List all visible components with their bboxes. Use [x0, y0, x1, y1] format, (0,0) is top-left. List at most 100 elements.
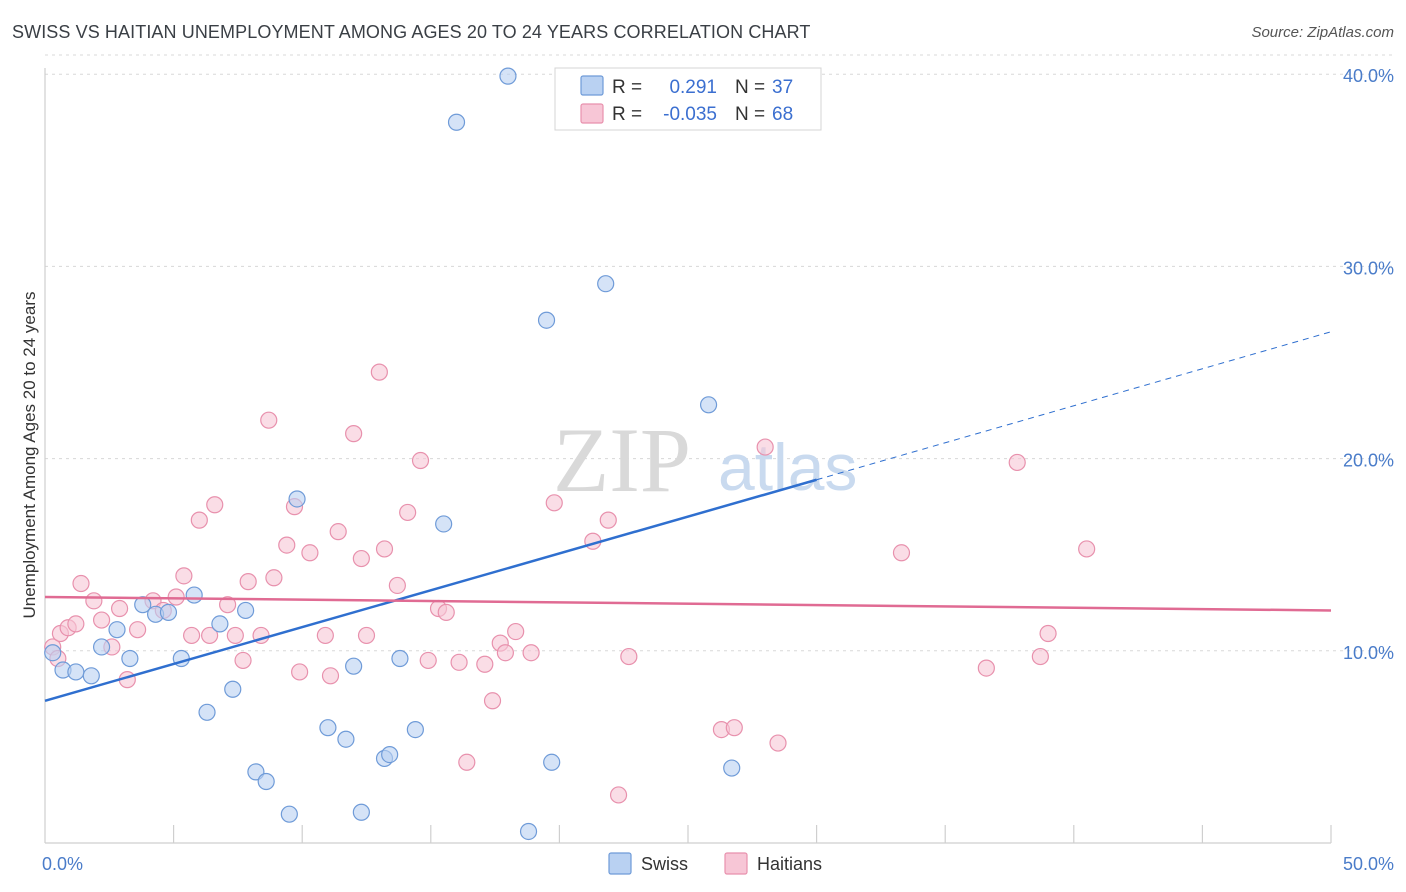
haitians-point: [357, 626, 376, 645]
haitians-point: [375, 540, 394, 558]
haitians-point: [190, 511, 208, 529]
haitians-trendline: [44, 595, 1332, 612]
legend-swiss-n-label: N =: [735, 77, 765, 98]
haitians-point: [388, 576, 406, 595]
haitians-point: [239, 573, 257, 591]
swiss-point: [352, 803, 370, 821]
haitians-point: [301, 544, 319, 562]
legend-swiss-r-label: R =: [612, 77, 642, 98]
haitians-point: [599, 511, 617, 529]
haitians-point: [260, 411, 278, 429]
bottom-legend: Swiss Haitians: [608, 852, 822, 875]
swiss-point: [391, 649, 409, 668]
haitians-point: [756, 438, 774, 456]
swiss-point: [543, 753, 561, 771]
haitians-point: [545, 494, 563, 512]
swiss-point: [159, 603, 178, 621]
swiss-point: [435, 515, 453, 533]
haitians-point: [278, 536, 296, 554]
swiss-trendline-extension: [816, 331, 1332, 481]
haitians-point: [496, 644, 514, 662]
haitians-point: [234, 651, 252, 670]
haitians-point: [1031, 647, 1049, 666]
haitians-point: [370, 363, 388, 381]
legend-swiss-r-value: 0.291: [669, 77, 717, 98]
swiss-point: [237, 601, 255, 620]
x-ticks: [173, 825, 1332, 843]
y-tick-label: 20.0%: [1343, 451, 1394, 471]
haitians-point: [329, 523, 347, 541]
y-tick-label: 10.0%: [1343, 643, 1394, 663]
watermark: ZIP atlas: [553, 409, 857, 511]
legend-haitians-r-label: R =: [612, 104, 642, 125]
watermark-atlas: atlas: [718, 430, 857, 504]
source-label: Source: ZipAtlas.com: [1251, 24, 1394, 41]
swiss-point: [134, 596, 152, 614]
gridlines: [45, 54, 1395, 652]
haitians-point: [67, 615, 85, 633]
haitians-point: [316, 626, 334, 645]
legend-haitians-swatch: [580, 103, 604, 124]
swiss-trendline: [44, 478, 817, 702]
haitians-point: [1078, 540, 1096, 558]
legend-haitians-n-label: N =: [735, 104, 765, 125]
swiss-point: [198, 703, 216, 721]
y-tick-label: 40.0%: [1343, 66, 1394, 86]
swiss-point: [44, 644, 62, 662]
haitians-point: [352, 549, 370, 568]
swiss-point: [280, 805, 298, 823]
legend-haitians-n-value: 68: [772, 104, 793, 125]
haitians-point: [321, 667, 340, 685]
haitians-point: [167, 588, 185, 606]
swiss-point: [319, 719, 337, 737]
swiss-point: [257, 772, 275, 791]
swiss-point: [337, 730, 355, 748]
haitians-point: [265, 569, 283, 587]
haitians-point: [522, 644, 540, 662]
haitians-point: [72, 574, 90, 593]
haitians-point: [1039, 624, 1057, 643]
swiss-point: [92, 638, 111, 656]
swiss-point: [519, 822, 538, 841]
swiss-point: [121, 649, 139, 668]
swiss-point: [699, 396, 718, 414]
swiss-point: [723, 759, 741, 777]
haitians-point: [769, 734, 787, 752]
legend-swiss-n-value: 37: [772, 77, 793, 98]
haitians-point: [483, 692, 502, 710]
y-tick-labels: 10.0% 20.0% 30.0% 40.0%: [1343, 66, 1394, 663]
swiss-point: [288, 490, 306, 508]
watermark-zip: ZIP: [553, 409, 691, 511]
x-tick-label-max: 50.0%: [1343, 854, 1394, 874]
bottom-legend-swiss-swatch: [608, 852, 632, 875]
bottom-legend-swiss-label: Swiss: [641, 854, 688, 874]
haitians-point: [128, 621, 147, 639]
swiss-point: [381, 745, 399, 764]
swiss-point: [345, 657, 363, 675]
haitians-point: [609, 786, 628, 804]
haitians-point: [226, 626, 244, 645]
haitians-point: [419, 651, 437, 670]
haitians-point: [411, 451, 430, 470]
haitians-point: [183, 626, 201, 645]
haitians-point: [725, 719, 743, 737]
swiss-point: [224, 680, 242, 698]
swiss-point: [499, 67, 517, 85]
swiss-point: [67, 663, 85, 681]
swiss-point: [406, 721, 424, 739]
haitians-point: [892, 544, 911, 562]
legend-swiss-swatch: [580, 75, 604, 96]
haitians-point: [206, 496, 224, 514]
haitians-points: [44, 363, 1096, 804]
haitians-point: [977, 659, 995, 677]
swiss-points: [44, 67, 741, 841]
haitians-point: [291, 663, 309, 681]
swiss-point: [108, 621, 126, 639]
y-axis-label: Unemployment Among Ages 20 to 24 years: [20, 292, 39, 619]
haitians-point: [219, 596, 237, 614]
y-tick-label: 30.0%: [1343, 258, 1394, 278]
swiss-point: [597, 275, 615, 293]
chart-title: SWISS VS HAITIAN UNEMPLOYMENT AMONG AGES…: [12, 22, 811, 42]
trendlines: [44, 331, 1332, 702]
haitians-point: [507, 622, 525, 641]
